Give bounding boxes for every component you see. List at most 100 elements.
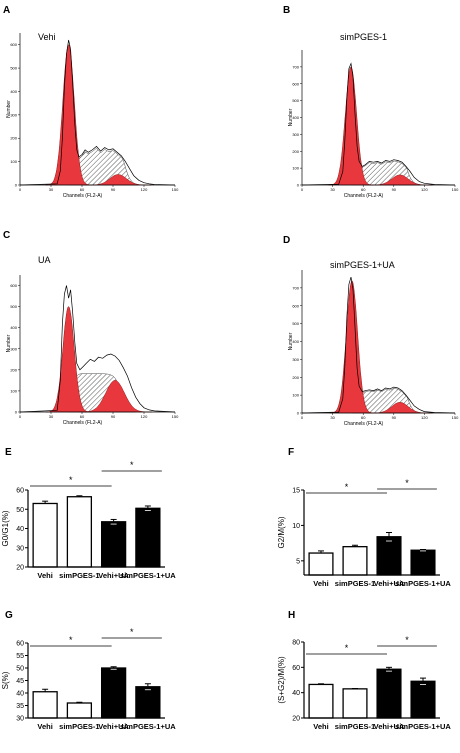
y-axis-title: S(%)	[1, 671, 10, 689]
x-tick-label: 150	[452, 187, 459, 192]
histogram-simpges1: simPGES-1 0 30 60 90 120 150 0 100 200 300 400 500 60…	[288, 32, 459, 199]
histogram-title: Vehi	[38, 32, 56, 42]
y-tick-label: 200	[10, 367, 17, 372]
x-tick-label: 150	[452, 415, 459, 420]
x-tick-label: 60	[80, 187, 85, 192]
g1-peak	[329, 280, 375, 414]
y-tick-label: 50	[16, 666, 24, 673]
y-tick-label: 700	[292, 285, 299, 290]
histogram-title: simPGES-1	[340, 32, 387, 42]
y-tick-label: 60	[292, 665, 300, 672]
bar	[66, 702, 93, 719]
y-tick-label: 15	[292, 488, 300, 495]
y-axis-title: Number	[288, 108, 294, 126]
bar	[135, 507, 161, 568]
panel-label-d: D	[283, 235, 290, 246]
x-tick-label: 30	[49, 187, 54, 192]
y-tick-label: 400	[292, 339, 299, 344]
y-tick-label: 300	[292, 357, 299, 362]
category-label: Vehi+UA	[98, 722, 129, 731]
histogram-outline	[301, 277, 456, 414]
histogram-simpges1-ua: simPGES-1+UA 0 30 60 90 120 150 0 100 200 300 400 50…	[288, 260, 459, 427]
x-tick-label: 120	[421, 187, 428, 192]
y-tick-label: 10	[292, 523, 300, 530]
g1-peak	[45, 44, 92, 186]
significance-star: *	[405, 478, 409, 488]
y-tick-label: 20	[292, 716, 300, 723]
bar	[376, 536, 402, 576]
g2-peak	[77, 380, 153, 413]
y-axis-title: Number	[6, 334, 12, 352]
y-tick-label: 600	[10, 42, 17, 47]
bar	[308, 683, 334, 719]
y-tick-label: 30	[16, 545, 24, 552]
y-tick-label: 700	[292, 64, 299, 69]
panel-label-e: E	[5, 447, 12, 458]
category-label: simPGES-1	[335, 579, 375, 588]
y-tick-label: 50	[16, 507, 24, 514]
y-tick-label: 40	[16, 691, 24, 698]
significance-star: *	[130, 627, 134, 637]
panel-label-a: A	[3, 5, 10, 16]
category-label: Vehi	[37, 722, 52, 731]
y-tick-label: 100	[10, 388, 17, 393]
y-axis-title: Number	[6, 100, 12, 118]
x-tick-label: 30	[330, 415, 335, 420]
y-tick-label: 200	[292, 375, 299, 380]
y-tick-label: 0	[297, 411, 300, 416]
category-label: simPGES-1+UA	[120, 722, 176, 731]
x-tick-label: 90	[392, 187, 397, 192]
category-label: simPGES-1	[59, 722, 99, 731]
category-label: Vehi	[313, 722, 328, 731]
category-label: Vehi+UA	[98, 571, 129, 580]
y-tick-label: 600	[292, 81, 299, 86]
x-axis-title: Channels (FL2-A)	[63, 420, 103, 426]
x-tick-label: 150	[172, 414, 179, 419]
x-tick-label: 90	[111, 187, 116, 192]
significance-star: *	[345, 643, 349, 653]
y-tick-label: 200	[10, 136, 17, 141]
y-tick-label: 40	[292, 690, 300, 697]
y-tick-label: 500	[292, 321, 299, 326]
y-tick-label: 100	[10, 159, 17, 164]
histogram-vehi: Vehi 0 30 60 90 120 150 0 100 200 300 400 500 600 Chan…	[6, 32, 179, 199]
x-axis-title: Channels (FL2-A)	[344, 421, 384, 427]
bar	[342, 688, 368, 719]
bar	[32, 691, 58, 719]
y-tick-label: 500	[10, 304, 17, 309]
histogram-title: simPGES-1+UA	[330, 260, 395, 270]
y-axis-title: Number	[288, 332, 294, 350]
x-tick-label: 120	[141, 414, 148, 419]
x-tick-label: 60	[361, 415, 366, 420]
y-tick-label: 0	[15, 410, 18, 415]
significance-star: *	[405, 635, 409, 645]
y-tick-label: 35	[16, 703, 24, 710]
x-tick-label: 0	[19, 187, 22, 192]
y-tick-label: 40	[16, 526, 24, 533]
bar	[410, 680, 436, 719]
panel-label-g: G	[5, 610, 13, 621]
bar	[100, 667, 127, 719]
significance-star: *	[130, 460, 134, 470]
y-axis-title: G2/M(%)	[277, 516, 286, 548]
category-label: simPGES-1+UA	[395, 579, 451, 588]
y-tick-label: 600	[10, 283, 17, 288]
y-tick-label: 300	[10, 112, 17, 117]
y-tick-label: 400	[10, 89, 17, 94]
x-tick-label: 30	[330, 187, 335, 192]
category-label: simPGES-1	[335, 722, 375, 731]
y-tick-label: 60	[16, 488, 24, 495]
bar	[342, 546, 368, 576]
y-tick-label: 5	[296, 558, 300, 565]
y-tick-label: 300	[10, 346, 17, 351]
y-tick-label: 0	[15, 183, 18, 188]
y-tick-label: 0	[297, 183, 300, 188]
bar	[376, 668, 402, 719]
panel-label-b: B	[283, 5, 290, 16]
panel-label-c: C	[3, 230, 10, 241]
y-tick-label: 400	[10, 325, 17, 330]
significance-star: *	[69, 475, 73, 485]
